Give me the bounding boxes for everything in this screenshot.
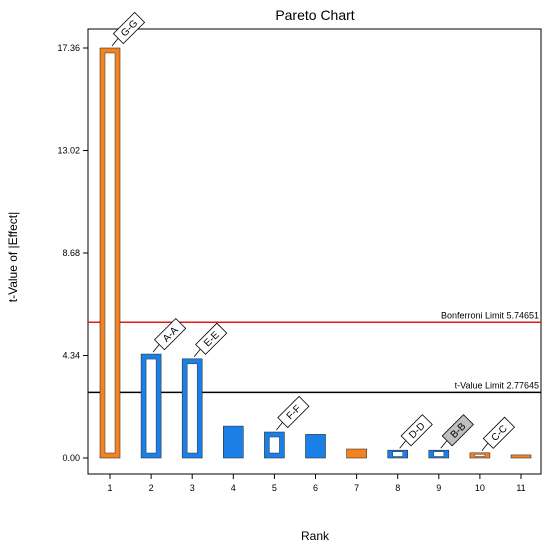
bar-tag: C-C: [482, 416, 516, 449]
y-tick-label: 13.02: [57, 146, 80, 156]
bar-hollow-inner: [145, 358, 157, 454]
bar-hollow-inner: [474, 454, 486, 457]
y-tick-label: 17.36: [57, 43, 80, 53]
bar-tag: A-A: [153, 317, 187, 351]
y-tick-label: 4.34: [62, 351, 80, 361]
bar-hollow-inner: [392, 451, 403, 457]
bar-tag: B-B: [441, 414, 474, 447]
x-tick-label: 4: [231, 483, 236, 493]
bar-tag-box: [112, 11, 146, 45]
bar-tag-box: [195, 322, 228, 355]
y-tick-label: 0.00: [62, 453, 80, 463]
bar-tag-box: [277, 395, 310, 429]
bar-tag: F-F: [277, 395, 310, 429]
bar-hollow-inner: [433, 451, 445, 457]
x-tick-label: 8: [395, 483, 400, 493]
plot-area-frame: [87, 28, 542, 475]
bar-hollow-inner: [104, 52, 116, 454]
x-axis-title: Rank: [301, 529, 330, 543]
bar: [346, 448, 367, 459]
plot-area: 0.00 4.34 8.68 13.02 17.36 1 2 3 4 5 6 7 8 9 10 11 Bonfe…: [57, 11, 541, 493]
bar-tag-box: [153, 317, 187, 351]
bar: [305, 434, 326, 459]
y-axis-title: t-Value of |Effect|: [6, 212, 20, 303]
x-tick-label: 7: [354, 483, 359, 493]
x-tick-label: 10: [475, 483, 485, 493]
bar-tag: E-E: [195, 322, 228, 355]
bar: [510, 454, 532, 459]
chart-title: Pareto Chart: [275, 7, 354, 23]
bar-tag-box: [400, 414, 433, 447]
x-tick-label: 9: [436, 483, 441, 493]
x-tick-label: 6: [313, 483, 318, 493]
x-tick-label: 11: [516, 483, 525, 493]
reference-line-label: t-Value Limit 2.77645: [455, 380, 539, 390]
reference-line-label: Bonferroni Limit 5.74651: [441, 310, 539, 320]
bar-tag-box: [441, 414, 474, 447]
bar-hollow-inner: [186, 363, 198, 454]
bar: [223, 425, 244, 459]
x-tick-label: 1: [107, 483, 112, 493]
bar-tag: G-G: [112, 11, 146, 45]
bar-tag: D-D: [400, 414, 433, 447]
x-tick-label: 5: [272, 483, 277, 493]
x-tick-label: 2: [149, 483, 154, 493]
bar-hollow-inner: [269, 436, 280, 454]
bar-tag-box: [482, 416, 516, 449]
x-tick-label: 3: [190, 483, 195, 493]
y-tick-label: 8.68: [62, 248, 80, 258]
